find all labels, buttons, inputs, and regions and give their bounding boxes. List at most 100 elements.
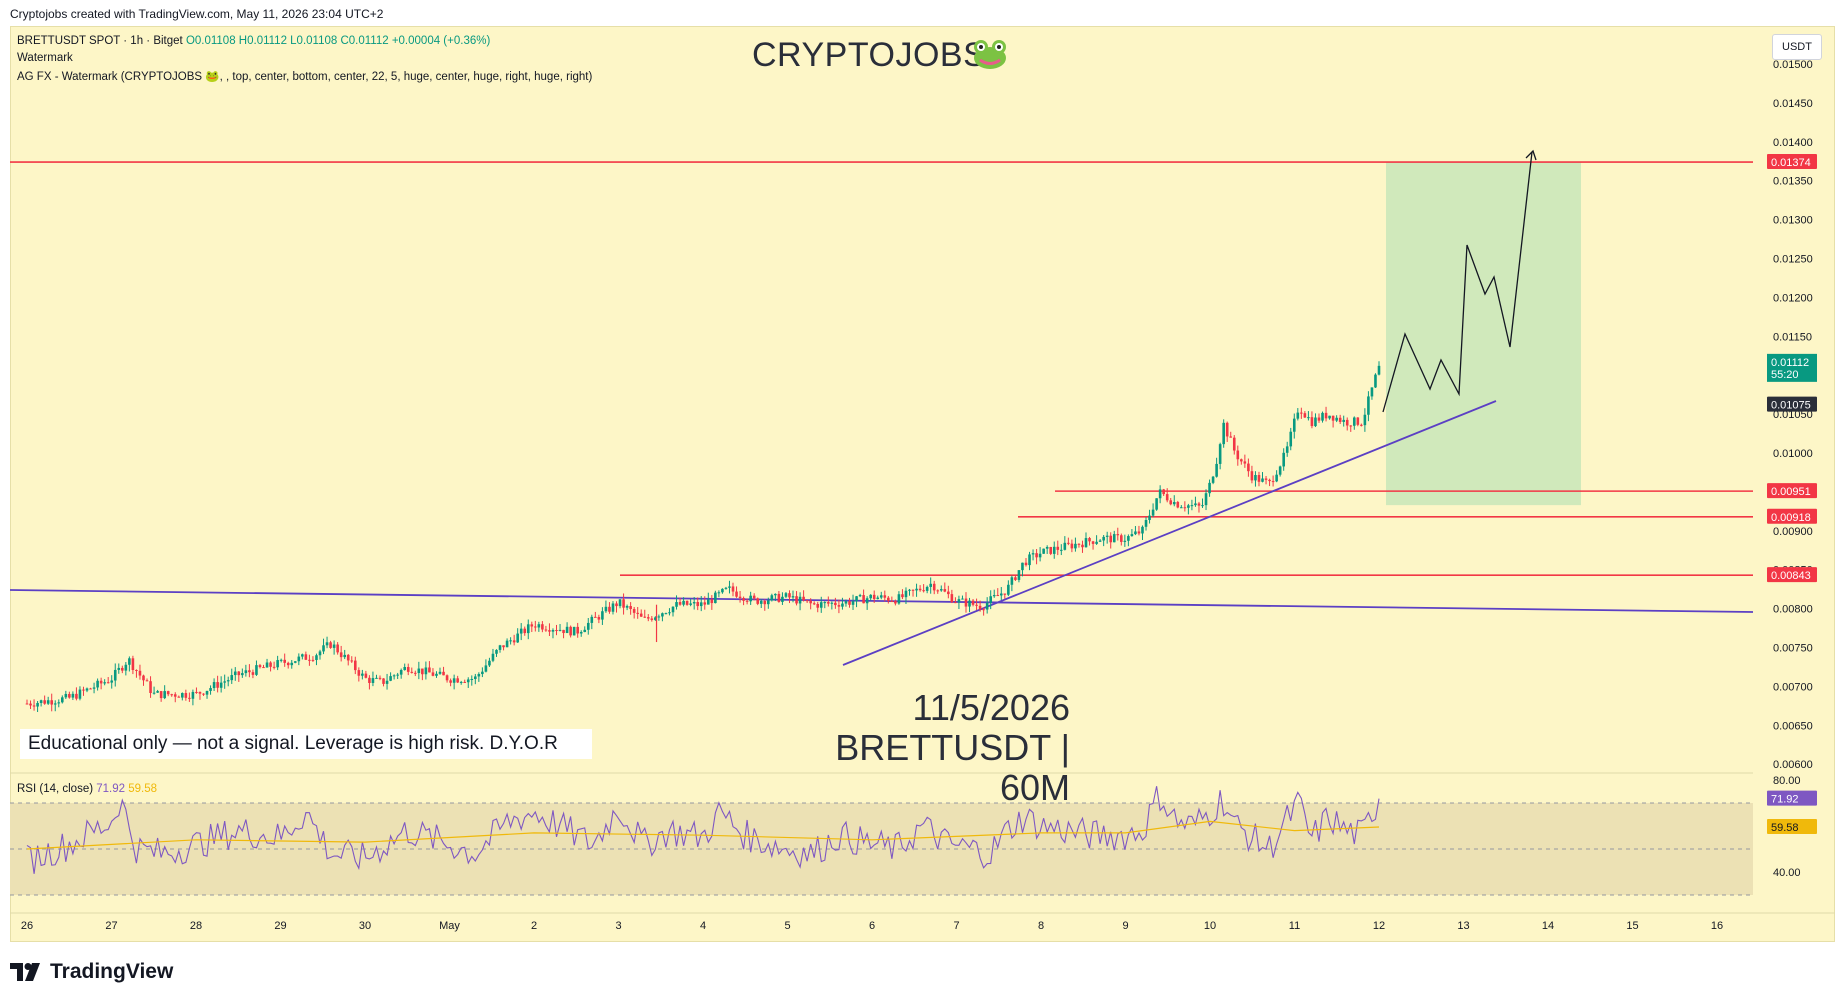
candle-down — [1049, 546, 1053, 554]
candle-down — [1345, 419, 1349, 426]
candle-up — [71, 693, 75, 698]
level-lines — [10, 161, 1753, 576]
time-tick: 26 — [21, 920, 33, 932]
indicator-watermark[interactable]: Watermark — [17, 52, 73, 64]
candle-up — [551, 630, 555, 632]
candle-up — [1031, 553, 1035, 555]
candle-up — [255, 665, 258, 675]
candle-down — [1088, 538, 1091, 542]
candle-down — [562, 629, 565, 634]
candle-up — [1010, 577, 1014, 585]
level-tag: 0.00918 — [1771, 512, 1811, 524]
candle-up — [156, 691, 159, 693]
candle-down — [149, 681, 152, 693]
candle-up — [163, 691, 166, 699]
candle-up — [1172, 502, 1176, 505]
candle-down — [894, 601, 897, 604]
candle-up — [371, 678, 375, 683]
candle-up — [1282, 452, 1285, 467]
indicator-agfx[interactable]: AG FX - Watermark (CRYPTOJOBS 🐸, , top, … — [17, 71, 593, 83]
candle-down — [809, 600, 812, 604]
candle-down — [346, 654, 350, 661]
candle-up — [290, 662, 294, 666]
candle-down — [696, 602, 700, 607]
candle-up — [61, 697, 64, 703]
candle-down — [89, 688, 92, 690]
candle-down — [378, 677, 382, 679]
candle-down — [339, 652, 343, 658]
candle-down — [1317, 417, 1321, 421]
price-tick: 0.00800 — [1773, 604, 1813, 616]
candle-down — [678, 602, 682, 605]
candle-down — [75, 693, 78, 699]
candle-down — [827, 602, 830, 604]
candle-up — [124, 664, 128, 671]
candle-up — [92, 687, 96, 689]
candle-down — [569, 626, 572, 636]
candle-up — [318, 651, 322, 656]
rsi-ma-tag-bg — [1767, 818, 1817, 834]
candle-up — [572, 626, 576, 636]
candle-down — [166, 691, 170, 695]
candle-up — [57, 702, 61, 704]
candle-down — [943, 589, 947, 592]
candle-up — [1374, 374, 1377, 388]
tradingview-logo[interactable]: TradingView — [10, 960, 173, 984]
candle-up — [1204, 493, 1208, 506]
candle-up — [85, 688, 89, 691]
candle-down — [1081, 544, 1084, 548]
candle-down — [1169, 500, 1173, 505]
candle-up — [343, 654, 347, 658]
candle-down — [1197, 503, 1201, 506]
candle-down — [1024, 562, 1028, 566]
candle-up — [1151, 509, 1155, 516]
candle-down — [1240, 459, 1243, 462]
candle-up — [276, 660, 279, 668]
candle-down — [608, 606, 611, 612]
candle-up — [1194, 503, 1197, 506]
candle-down — [805, 600, 809, 602]
candle-down — [890, 600, 894, 602]
candle-up — [915, 588, 918, 591]
candle-up — [1144, 520, 1148, 527]
candle-up — [191, 691, 195, 699]
candle-up — [152, 692, 156, 694]
candle-up — [361, 673, 364, 676]
candle-up — [682, 600, 685, 605]
candle-down — [258, 665, 262, 668]
symbol-legend[interactable]: BRETTUSDT SPOT · 1h · Bitget O0.01108 H0… — [17, 35, 490, 47]
currency-button[interactable]: USDT — [1772, 34, 1822, 60]
time-tick: 8 — [1038, 920, 1044, 932]
time-tick: 10 — [1204, 920, 1216, 932]
candle-up — [879, 595, 883, 598]
candle-down — [1077, 543, 1081, 545]
time-tick: 28 — [190, 920, 202, 932]
time-tick: 4 — [700, 920, 706, 932]
candle-up — [689, 603, 692, 605]
candle-up — [1296, 412, 1300, 419]
candle-up — [39, 700, 43, 703]
candle-down — [650, 618, 654, 620]
candle-up — [385, 680, 389, 684]
rsi-ma-tag: 59.58 — [1771, 822, 1799, 834]
candle-up — [438, 671, 442, 674]
candle-up — [992, 595, 996, 597]
candle-up — [128, 658, 131, 665]
candle-up — [961, 598, 964, 600]
price-tick: 0.01300 — [1773, 215, 1813, 227]
candle-down — [932, 583, 936, 591]
candle-down — [456, 678, 459, 683]
candle-up — [233, 671, 237, 676]
frog-icon — [974, 40, 1006, 69]
candle-up — [841, 603, 844, 607]
candle-up — [226, 680, 230, 682]
rsi-legend[interactable]: RSI (14, close) 71.92 59.58 — [17, 783, 157, 795]
candle-down — [99, 680, 103, 684]
candle-up — [897, 594, 901, 604]
price-tick: 0.00600 — [1773, 759, 1813, 771]
candle-down — [177, 696, 181, 698]
candle-down — [336, 644, 339, 653]
candle-up — [466, 679, 470, 683]
candle-up — [491, 653, 495, 661]
